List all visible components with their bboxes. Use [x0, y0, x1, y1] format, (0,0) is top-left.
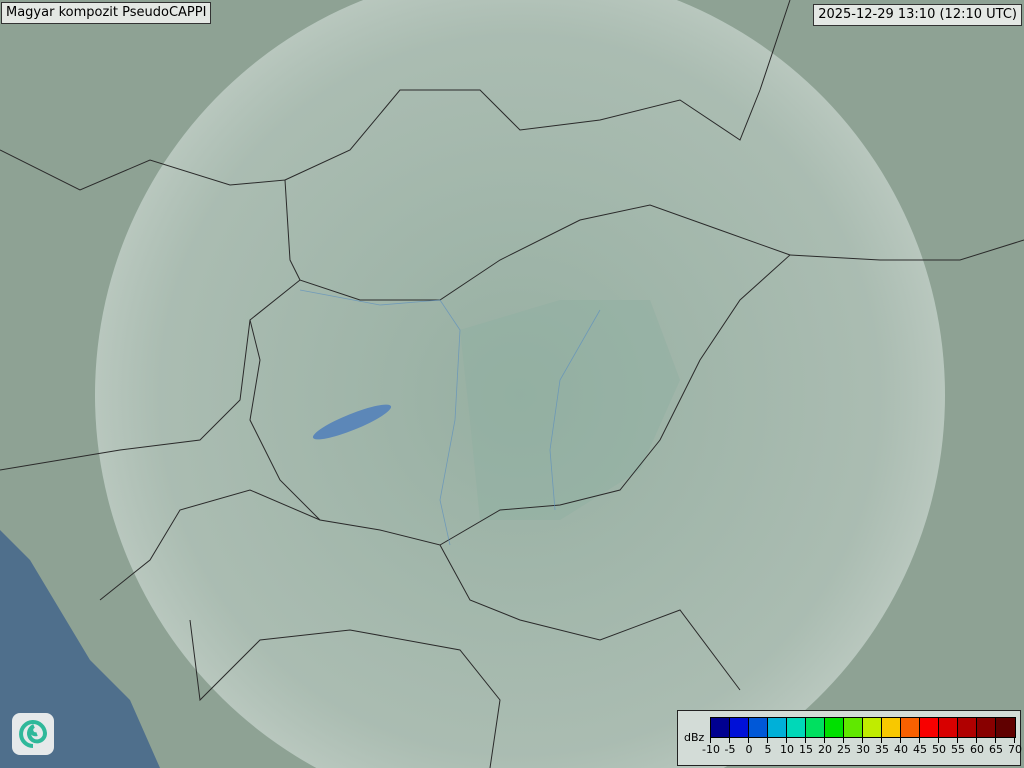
color-segment [863, 718, 882, 737]
color-segment [730, 718, 749, 737]
legend-tick-label: 70 [1008, 743, 1022, 756]
color-segment [920, 718, 939, 737]
color-segment [749, 718, 768, 737]
legend-tick [805, 738, 806, 743]
product-title: Magyar kompozit PseudoCAPPI [1, 2, 212, 24]
legend-tick-label: 20 [818, 743, 832, 756]
timestamp: 2025-12-29 13:10 (12:10 UTC) [813, 4, 1022, 26]
color-segment [882, 718, 901, 737]
color-segment [996, 718, 1015, 737]
legend-tick-label: 60 [970, 743, 984, 756]
legend-tick [767, 738, 768, 743]
color-segment [901, 718, 920, 737]
color-segment [787, 718, 806, 737]
legend-tick-label: 50 [932, 743, 946, 756]
legend-tick-label: 65 [989, 743, 1003, 756]
legend-tick-label: -5 [724, 743, 736, 756]
rivers [299, 289, 601, 546]
legend-tick-label: 15 [799, 743, 813, 756]
legend-tick-label: -10 [702, 743, 720, 756]
great-plain [460, 300, 680, 520]
legend-tick [938, 738, 939, 743]
legend-tick-label: 0 [745, 743, 753, 756]
radar-swirl-logo [12, 713, 54, 755]
legend-tick-label: 10 [780, 743, 794, 756]
legend-tick [748, 738, 749, 743]
legend-tick [729, 738, 730, 743]
legend-tick [710, 738, 711, 743]
legend-tick [900, 738, 901, 743]
legend-tick-label: 5 [764, 743, 772, 756]
legend-tick [881, 738, 882, 743]
legend-tick [995, 738, 996, 743]
color-segment [768, 718, 787, 737]
legend-tick [976, 738, 977, 743]
legend-tick [919, 738, 920, 743]
legend-tick [862, 738, 863, 743]
color-segment [806, 718, 825, 737]
legend-tick [786, 738, 787, 743]
legend-tick [957, 738, 958, 743]
adriatic-sea [0, 530, 160, 768]
legend-tick-label: 35 [875, 743, 889, 756]
legend-tick [843, 738, 844, 743]
legend-unit: dBz [684, 731, 705, 744]
color-segment [711, 718, 730, 737]
legend-tick-label: 55 [951, 743, 965, 756]
legend-tick [824, 738, 825, 743]
color-segment [939, 718, 958, 737]
legend-tick-label: 40 [894, 743, 908, 756]
color-segment [958, 718, 977, 737]
color-bar [710, 717, 1016, 738]
legend-tick-label: 25 [837, 743, 851, 756]
color-segment [977, 718, 996, 737]
lake-balaton [312, 404, 392, 440]
dbz-legend: dBz -10 -5 0 5 10 15 20 25 30 35 40 45 50 55 60 65 70 [677, 710, 1022, 766]
swirl-icon [19, 720, 47, 748]
color-segment [844, 718, 863, 737]
legend-tick [1014, 738, 1015, 743]
legend-tick-label: 45 [913, 743, 927, 756]
color-segment [825, 718, 844, 737]
legend-tick-label: 30 [856, 743, 870, 756]
